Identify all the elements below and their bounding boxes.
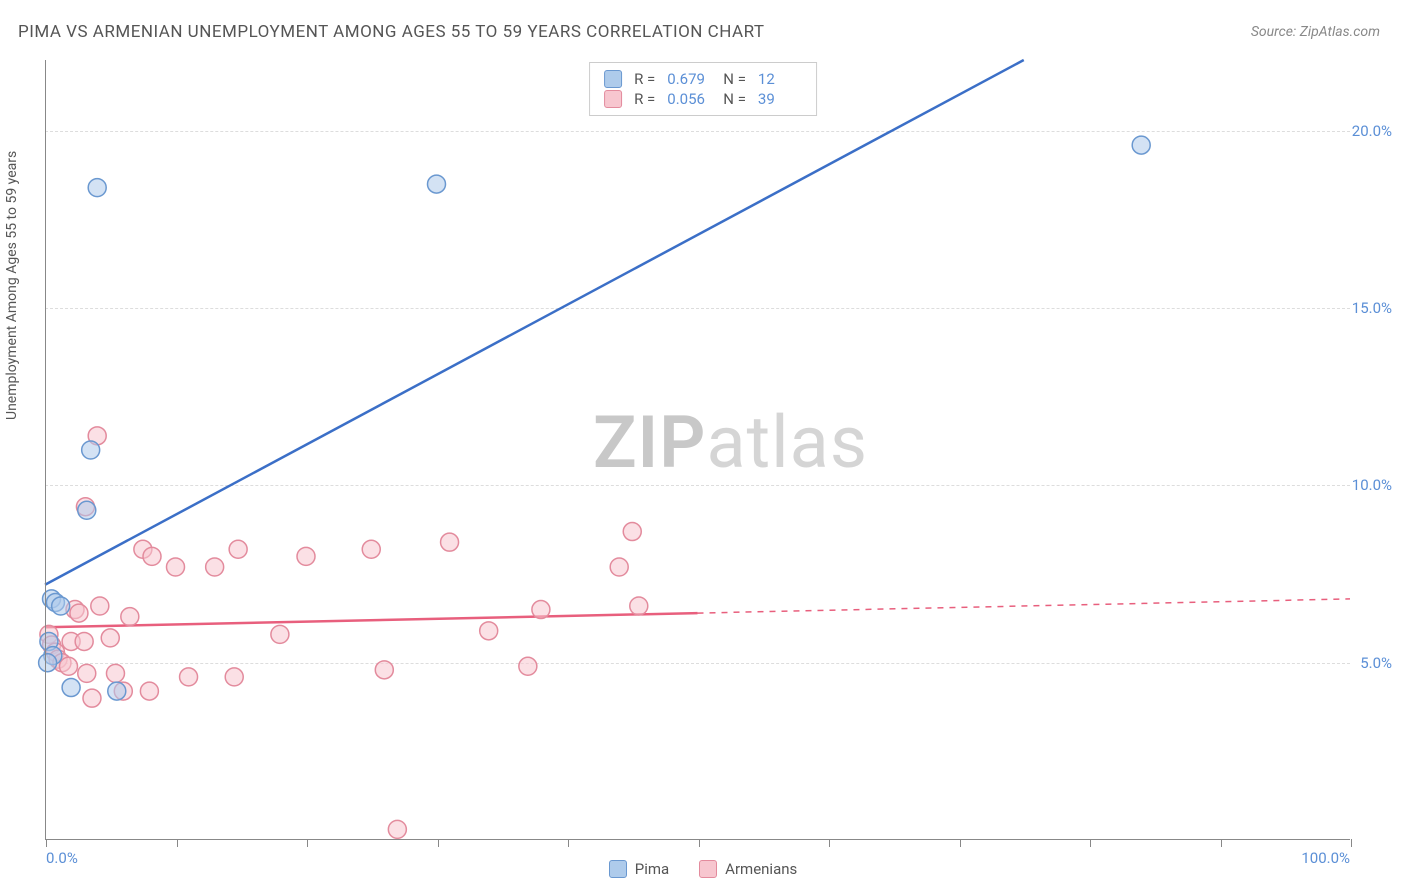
n-label: N = [723,90,746,108]
x-tick [829,839,830,847]
legend-swatch [604,70,622,88]
legend-label: Armenians [725,860,797,878]
source-name: ZipAtlas.com [1300,24,1380,40]
y-axis-label: Unemployment Among Ages 55 to 59 years [4,151,20,420]
legend-item: Pima [609,860,669,878]
r-value: 0.056 [667,90,711,108]
n-value: 12 [758,70,802,88]
x-tick [307,839,308,847]
stats-legend: R = 0.679 N = 12 R = 0.056 N = 39 [589,62,817,116]
legend-item: Armenians [699,860,797,878]
legend-swatch [699,860,717,878]
n-label: N = [723,70,746,88]
x-tick [1090,839,1091,847]
legend-label: Pima [635,860,669,878]
y-tick-label: 15.0% [1352,299,1392,317]
x-tick [177,839,178,847]
source-credit: Source: ZipAtlas.com [1251,24,1380,40]
source-prefix: Source: [1251,24,1300,40]
r-label: R = [634,90,655,108]
y-tick-label: 10.0% [1352,476,1392,494]
chart-axes: 0.0% 100.0% [45,60,1350,840]
x-tick [438,839,439,847]
n-value: 39 [758,90,802,108]
series-legend: Pima Armenians [0,860,1406,878]
r-label: R = [634,70,655,88]
x-tick [46,839,47,847]
y-tick-label: 20.0% [1352,122,1392,140]
stats-row: R = 0.679 N = 12 [604,69,802,89]
x-tick [1351,839,1352,847]
x-tick [699,839,700,847]
stats-row: R = 0.056 N = 39 [604,89,802,109]
x-tick [568,839,569,847]
legend-swatch [604,90,622,108]
y-tick-label: 5.0% [1360,654,1392,672]
chart-title: PIMA VS ARMENIAN UNEMPLOYMENT AMONG AGES… [18,22,765,42]
legend-swatch [609,860,627,878]
x-tick [1221,839,1222,847]
r-value: 0.679 [667,70,711,88]
x-tick [960,839,961,847]
